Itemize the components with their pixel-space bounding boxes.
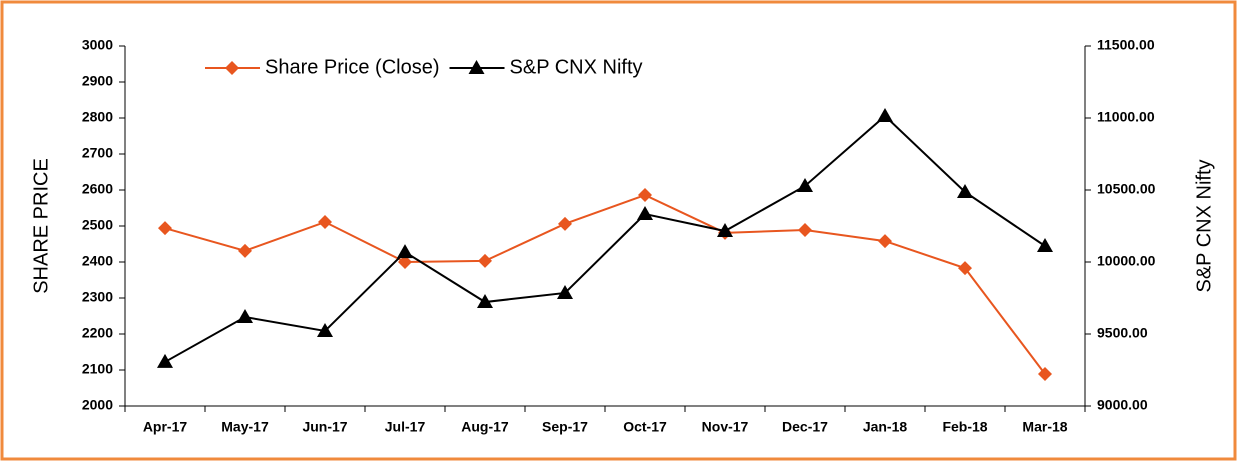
point — [478, 253, 492, 268]
x-tick-label: Nov-17 — [702, 419, 749, 435]
point — [798, 222, 812, 237]
y-axis-label: SHARE PRICE — [30, 158, 52, 294]
point — [477, 294, 493, 309]
x-tick-label: Apr-17 — [143, 419, 188, 435]
y-tick-label: 2800 — [82, 109, 113, 125]
series-line — [164, 193, 1046, 375]
point — [398, 255, 412, 269]
point — [225, 61, 239, 75]
x-tick-label: Jun-17 — [302, 419, 347, 435]
y-tick-label: 2000 — [82, 397, 113, 413]
x-tick-label: Oct-17 — [623, 419, 667, 435]
point — [238, 243, 252, 258]
point — [957, 184, 973, 199]
legend-label: Share Price (Close) — [265, 56, 440, 78]
y-tick-label: 2900 — [82, 73, 113, 89]
point — [397, 244, 413, 259]
point — [237, 309, 253, 324]
point — [1037, 238, 1053, 253]
point — [637, 206, 653, 221]
x-tick-label: Dec-17 — [782, 419, 828, 435]
y2-axis-label: S&P CNX Nifty — [1193, 160, 1215, 293]
point — [558, 216, 572, 231]
y2-tick-label: 10000.00 — [1097, 253, 1156, 269]
x-tick-label: Aug-17 — [461, 419, 509, 435]
legend-label: S&P CNX Nifty — [510, 56, 643, 78]
y2-tick-label: 10500.00 — [1097, 181, 1156, 197]
y-tick-label: 2600 — [82, 181, 113, 197]
series-line — [164, 114, 1046, 363]
point — [557, 284, 573, 299]
point — [878, 234, 892, 249]
point — [877, 107, 893, 122]
point — [638, 188, 652, 203]
point — [317, 322, 333, 337]
y-tick-label: 2200 — [82, 325, 113, 341]
point — [797, 177, 813, 192]
point — [958, 261, 972, 276]
y-tick-label: 2300 — [82, 289, 113, 305]
point — [318, 215, 332, 230]
y-tick-label: 2400 — [82, 253, 113, 269]
y2-tick-label: 11000.00 — [1097, 109, 1155, 125]
x-tick-label: Feb-18 — [942, 419, 987, 435]
x-tick-label: May-17 — [221, 419, 269, 435]
point — [468, 60, 485, 74]
y2-tick-label: 11500.00 — [1097, 37, 1155, 53]
y2-tick-label: 9000.00 — [1097, 397, 1148, 413]
point — [1038, 366, 1052, 381]
x-tick-label: Mar-18 — [1022, 419, 1067, 435]
x-tick-label: Jan-18 — [863, 419, 908, 435]
point — [158, 221, 172, 236]
y-tick-label: 2100 — [82, 361, 113, 377]
x-tick-label: Sep-17 — [542, 419, 588, 435]
y-tick-label: 2700 — [82, 145, 113, 161]
point — [717, 223, 733, 238]
y-tick-label: 3000 — [82, 37, 113, 53]
y2-tick-label: 9500.00 — [1097, 325, 1148, 341]
x-tick-label: Jul-17 — [385, 419, 426, 435]
y-tick-label: 2500 — [82, 217, 113, 233]
point — [157, 353, 173, 368]
